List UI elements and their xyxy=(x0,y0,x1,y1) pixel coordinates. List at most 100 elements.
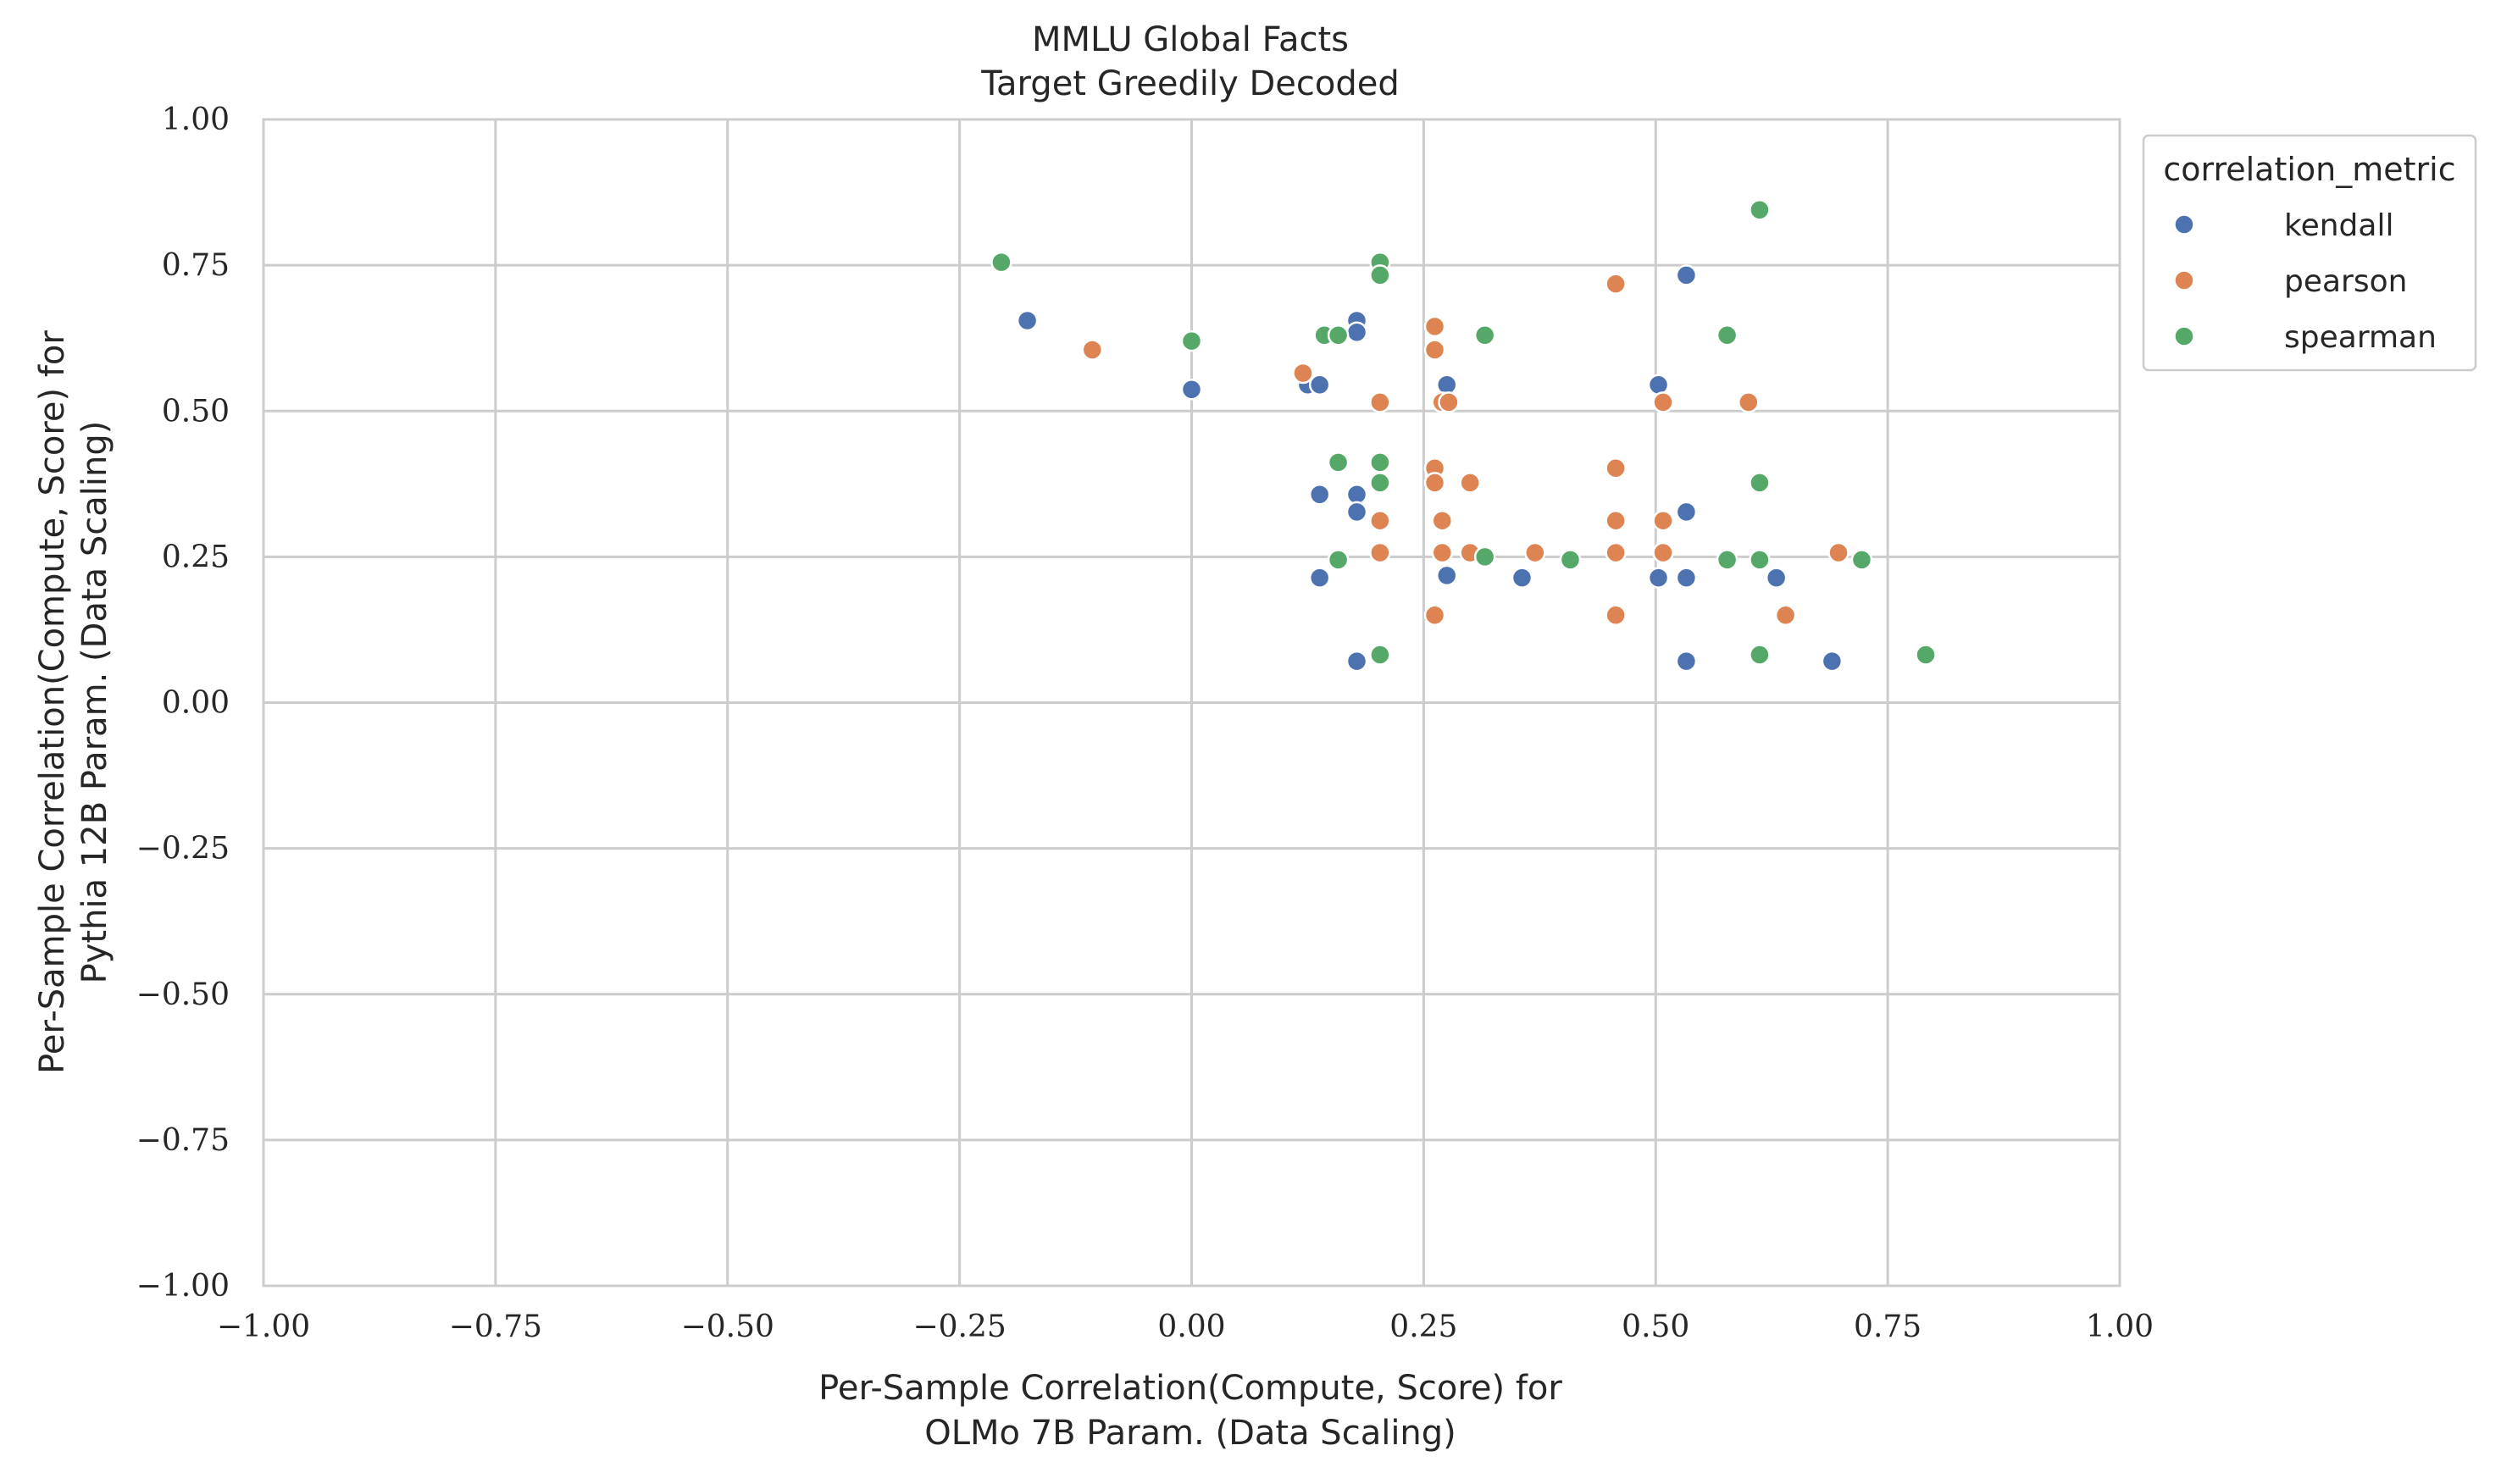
y-tick-label: −0.50 xyxy=(136,977,230,1012)
data-point-kendall xyxy=(1675,501,1698,523)
data-point-spearman xyxy=(990,251,1012,274)
y-axis-ticks: −1.00 −0.75 −0.50 −0.25 0.00 0.25 0.50 0.75 1.00 xyxy=(136,102,230,1304)
data-point-pearson xyxy=(1605,273,1627,295)
grid xyxy=(262,118,2121,1287)
data-point-pearson xyxy=(1369,391,1391,413)
data-point-spearman xyxy=(1749,198,1771,221)
data-point-pearson xyxy=(1605,541,1627,564)
data-point-spearman xyxy=(1369,264,1391,286)
data-point-pearson xyxy=(1605,457,1627,479)
data-point-kendall xyxy=(1180,379,1203,401)
data-point-pearson xyxy=(1605,604,1627,626)
data-point-kendall xyxy=(1765,567,1788,589)
data-point-pearson xyxy=(1738,391,1760,413)
y-tick-label: 0.25 xyxy=(162,540,230,574)
data-point-pearson xyxy=(1459,472,1481,494)
data-point-kendall xyxy=(1647,374,1670,396)
data-point-kendall xyxy=(1345,650,1368,673)
x-tick-label: 0.50 xyxy=(1622,1310,1689,1344)
data-point-spearman xyxy=(1327,549,1350,571)
legend-entries: kendall pearson spearman xyxy=(2173,208,2437,355)
data-point-spearman xyxy=(1749,472,1771,494)
chart-title: MMLU Global Facts Target Greedily Decode… xyxy=(980,20,1400,103)
y-axis-label: Per-Sample Correlation(Compute, Score) f… xyxy=(33,330,114,1074)
legend: correlation_metric kendall pearson spearma… xyxy=(2142,134,2477,372)
data-point-pearson xyxy=(1431,509,1454,532)
data-point-kendall xyxy=(1308,374,1331,396)
legend-box xyxy=(2142,134,2477,372)
y-tick-label: 1.00 xyxy=(162,102,230,137)
data-point-spearman xyxy=(1850,549,1873,571)
data-point-pearson xyxy=(1652,541,1674,564)
data-point-spearman xyxy=(1369,451,1391,473)
data-point-pearson xyxy=(1369,541,1391,564)
y-tick-label: 0.00 xyxy=(162,686,230,721)
data-point-spearman xyxy=(1749,644,1771,666)
data-point-kendall xyxy=(1675,264,1698,286)
data-point-spearman xyxy=(1369,472,1391,494)
x-tick-label: 0.00 xyxy=(1157,1310,1225,1344)
data-point-pearson xyxy=(1369,509,1391,532)
plot-area-frame xyxy=(262,118,2121,1287)
x-axis-label-line-2: OLMo 7B Param. (Data Scaling) xyxy=(924,1414,1456,1453)
x-tick-label: −0.50 xyxy=(681,1310,774,1344)
data-point-spearman xyxy=(1473,545,1496,568)
y-tick-label: −1.00 xyxy=(136,1269,230,1304)
data-point-spearman xyxy=(1473,324,1496,346)
data-point-kendall xyxy=(1675,567,1698,589)
x-tick-label: −1.00 xyxy=(217,1310,310,1344)
legend-title: correlation_metric xyxy=(2163,151,2455,188)
x-tick-label: 0.25 xyxy=(1389,1310,1457,1344)
data-point-pearson xyxy=(1081,339,1104,361)
data-point-spearman xyxy=(1327,451,1350,473)
data-point-kendall xyxy=(1675,650,1698,673)
data-point-spearman xyxy=(1327,324,1350,346)
data-point-kendall xyxy=(1345,501,1368,523)
legend-marker-spearman xyxy=(2173,325,2195,347)
y-axis-label-line-2: Pythia 12B Param. (Data Scaling) xyxy=(75,421,114,984)
data-point-pearson xyxy=(1774,604,1797,626)
legend-marker-kendall xyxy=(2173,213,2195,235)
data-point-pearson xyxy=(1652,509,1674,532)
data-point-spearman xyxy=(1369,644,1391,666)
y-tick-label: 0.50 xyxy=(162,394,230,429)
data-point-pearson xyxy=(1431,541,1454,564)
legend-label-pearson: pearson xyxy=(2284,264,2407,299)
data-point-pearson xyxy=(1423,339,1446,361)
data-point-spearman xyxy=(1559,549,1582,571)
x-tick-label: −0.25 xyxy=(912,1310,1006,1344)
data-point-pearson xyxy=(1423,604,1446,626)
data-point-pearson xyxy=(1438,391,1460,413)
data-point-pearson xyxy=(1423,315,1446,338)
data-point-spearman xyxy=(1915,644,1937,666)
legend-marker-pearson xyxy=(2173,269,2195,291)
data-point-spearman xyxy=(1180,329,1203,352)
x-tick-label: −0.75 xyxy=(449,1310,542,1344)
data-points xyxy=(990,198,1937,673)
y-tick-label: 0.75 xyxy=(162,248,230,283)
y-tick-label: −0.75 xyxy=(136,1123,230,1158)
data-point-spearman xyxy=(1749,549,1771,571)
data-point-kendall xyxy=(1436,374,1458,396)
y-axis-label-line-1: Per-Sample Correlation(Compute, Score) f… xyxy=(33,330,72,1074)
legend-label-spearman: spearman xyxy=(2284,320,2437,355)
data-point-spearman xyxy=(1716,549,1738,571)
data-point-kendall xyxy=(1436,564,1458,587)
data-point-kendall xyxy=(1511,567,1533,589)
data-point-spearman xyxy=(1716,324,1738,346)
y-tick-label: −0.25 xyxy=(136,832,230,867)
legend-label-kendall: kendall xyxy=(2284,208,2393,243)
x-tick-label: 1.00 xyxy=(2086,1310,2154,1344)
data-point-pearson xyxy=(1524,541,1546,564)
data-point-kendall xyxy=(1308,567,1331,589)
x-axis-label-line-1: Per-Sample Correlation(Compute, Score) f… xyxy=(818,1369,1562,1408)
data-point-kendall xyxy=(1821,650,1844,673)
x-tick-label: 0.75 xyxy=(1854,1310,1922,1344)
chart-title-line-2: Target Greedily Decoded xyxy=(980,64,1400,103)
data-point-kendall xyxy=(1647,567,1670,589)
data-point-kendall xyxy=(1345,321,1368,344)
chart-title-line-1: MMLU Global Facts xyxy=(1032,20,1349,59)
data-point-kendall xyxy=(1016,309,1039,332)
data-point-kendall xyxy=(1308,483,1331,506)
